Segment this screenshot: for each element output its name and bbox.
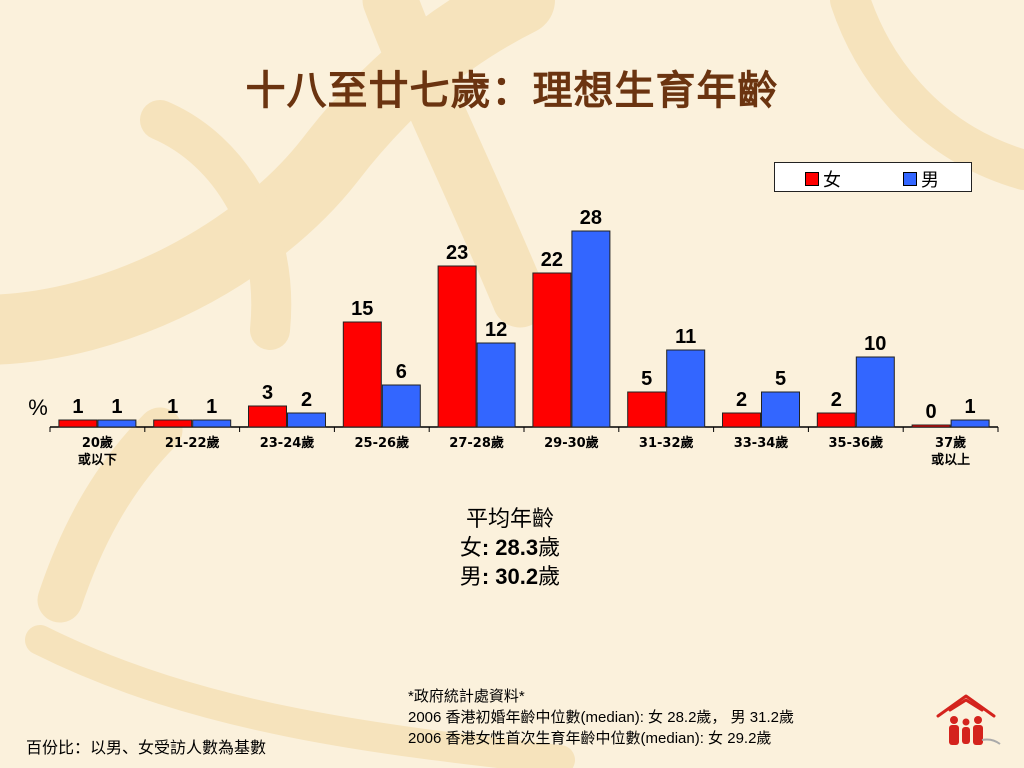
- legend-label-male: 男: [921, 166, 939, 192]
- average-female-value: : 28.3: [482, 535, 538, 560]
- data-label-female: 23: [446, 242, 468, 264]
- bar-female: [533, 273, 571, 427]
- bar-male: [762, 392, 800, 427]
- data-label-male: 6: [396, 361, 407, 383]
- bar-female: [154, 420, 192, 427]
- data-label-male: 10: [864, 333, 886, 355]
- data-label-female: 22: [541, 249, 563, 271]
- data-label-male: 11: [675, 326, 696, 348]
- legend-swatch-male: [903, 172, 917, 186]
- x-tick-label: 31-32歲: [639, 435, 694, 451]
- bar-male: [667, 350, 705, 427]
- data-label-female: 3: [262, 382, 273, 404]
- data-label-male: 28: [580, 207, 602, 229]
- bar-female: [817, 413, 855, 427]
- x-tick-label: 25-26歲: [355, 435, 410, 451]
- legend-label-female: 女: [823, 166, 841, 192]
- data-label-female: 15: [351, 298, 373, 320]
- chart-legend: 女 男: [774, 162, 972, 192]
- bar-female: [723, 413, 761, 427]
- bar-female: [343, 322, 381, 427]
- average-female-label: 女: [460, 536, 482, 561]
- source-line-2: 2006 香港初婚年齡中位數(median): 女 28.2歲， 男 31.2歲: [408, 707, 794, 728]
- x-tick-label: 20歲: [82, 435, 113, 451]
- x-tick-label: 35-36歲: [829, 435, 884, 451]
- bar-female: [912, 425, 950, 427]
- bar-female: [438, 266, 476, 427]
- average-female: 女: 28.3歲: [400, 534, 620, 563]
- x-tick-label: 29-30歲: [544, 435, 599, 451]
- data-label-female: 1: [72, 396, 83, 418]
- data-label-female: 2: [831, 389, 842, 411]
- average-female-unit: 歲: [538, 536, 560, 561]
- source-note: *政府統計處資料* 2006 香港初婚年齡中位數(median): 女 28.2…: [408, 686, 794, 749]
- data-label-male: 2: [301, 389, 312, 411]
- legend-item-male: 男: [903, 166, 939, 192]
- average-heading: 平均年齡: [400, 506, 620, 534]
- source-line-1: *政府統計處資料*: [408, 686, 794, 707]
- family-house-logo: [930, 690, 1002, 750]
- bar-male: [477, 343, 515, 427]
- bar-male: [856, 357, 894, 427]
- bar-female: [59, 420, 97, 427]
- bar-male: [288, 413, 326, 427]
- bar-male: [572, 231, 610, 427]
- average-male: 男: 30.2歲: [400, 563, 620, 592]
- average-male-value: : 30.2: [482, 564, 538, 589]
- bar-male: [382, 385, 420, 427]
- bar-male: [193, 420, 231, 427]
- x-tick-label: 21-22歲: [165, 435, 220, 451]
- data-label-female: 0: [926, 401, 937, 423]
- percentage-basis-note: 百份比：以男、女受訪人數為基數: [26, 734, 266, 758]
- legend-item-female: 女: [805, 166, 841, 192]
- data-label-male: 1: [111, 396, 122, 418]
- data-label-female: 5: [641, 368, 652, 390]
- data-label-female: 2: [736, 389, 747, 411]
- source-line-3: 2006 香港女性首次生育年齡中位數(median): 女 29.2歲: [408, 728, 794, 749]
- data-label-male: 1: [206, 396, 217, 418]
- average-age-block: 平均年齡 女: 28.3歲 男: 30.2歲: [400, 506, 620, 592]
- bar-male: [98, 420, 136, 427]
- bar-female: [628, 392, 666, 427]
- legend-swatch-female: [805, 172, 819, 186]
- data-label-female: 1: [167, 396, 178, 418]
- bar-male: [951, 420, 989, 427]
- x-tick-label: 或以上: [931, 452, 970, 468]
- x-tick-label: 37歲: [935, 435, 966, 451]
- average-male-unit: 歲: [538, 565, 560, 590]
- x-tick-label: 或以下: [78, 452, 117, 468]
- x-tick-label: 27-28歲: [449, 435, 504, 451]
- y-axis-label: %: [28, 395, 48, 420]
- x-tick-label: 33-34歲: [734, 435, 789, 451]
- x-tick-label: 23-24歲: [260, 435, 315, 451]
- bar-female: [249, 406, 287, 427]
- data-label-male: 5: [775, 368, 786, 390]
- data-label-male: 12: [485, 319, 507, 341]
- data-label-male: 1: [965, 396, 976, 418]
- average-male-label: 男: [460, 565, 482, 590]
